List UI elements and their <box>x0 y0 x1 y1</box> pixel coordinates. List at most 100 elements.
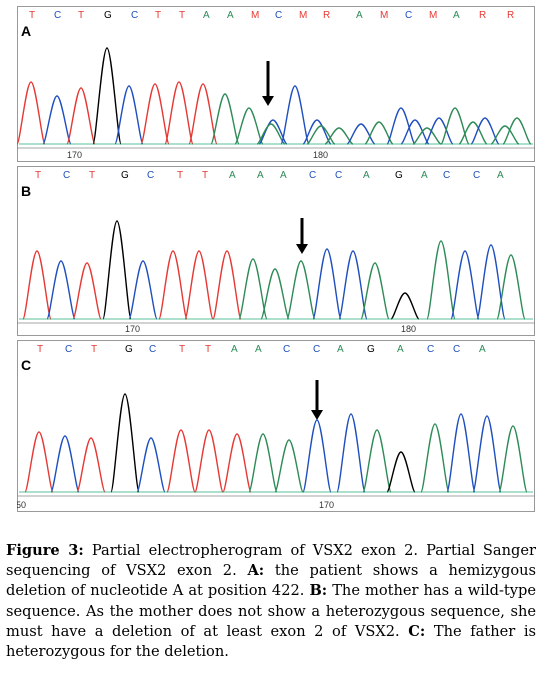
base-call: A <box>363 170 370 181</box>
arrow-icon <box>296 218 308 254</box>
base-call: C <box>275 10 282 21</box>
trace-peak <box>66 87 96 145</box>
base-call: T <box>155 10 161 21</box>
base-call: A <box>453 10 460 21</box>
base-call: G <box>104 10 112 21</box>
base-call: C <box>149 344 156 355</box>
caption-c-label: C: <box>408 622 426 640</box>
position-label: 180 <box>401 324 416 334</box>
trace-peak <box>158 250 188 320</box>
trace-peak <box>496 254 526 320</box>
base-call: C <box>313 344 320 355</box>
trace-peak <box>128 260 158 320</box>
trace-peak <box>92 47 122 145</box>
trace-peak <box>286 260 316 320</box>
trace-peak <box>194 429 224 493</box>
base-call: C <box>453 344 460 355</box>
trace-peak <box>338 250 368 320</box>
trace-peak <box>360 262 390 320</box>
base-call: C <box>427 344 434 355</box>
base-call: C <box>335 170 342 181</box>
base-call: T <box>177 170 183 181</box>
base-call: A <box>255 344 262 355</box>
base-call: A <box>231 344 238 355</box>
trace-peak <box>302 419 332 493</box>
trace-peak <box>450 250 480 320</box>
base-call: C <box>147 170 154 181</box>
trace-peak <box>346 123 376 145</box>
base-call: G <box>395 170 403 181</box>
base-call: M <box>429 10 437 21</box>
trace-peak <box>164 81 194 145</box>
trace-peak <box>312 248 342 320</box>
base-call: T <box>37 344 43 355</box>
caption-a-label: A: <box>247 562 265 580</box>
arrow-icon <box>262 61 274 106</box>
trace-peak <box>412 127 442 145</box>
trace-peak <box>426 240 456 320</box>
trace-peak <box>336 413 366 493</box>
caption-text: Partial electropherogram of VSX2 exon 2.… <box>6 542 536 580</box>
electropherogram-panel-b: T C T G C T T A A A C C A G A C C A B 170 180 <box>17 166 535 336</box>
trace-peak <box>362 429 392 493</box>
base-call: A <box>280 170 287 181</box>
trace-peak <box>50 435 80 493</box>
trace-peak <box>76 437 106 493</box>
trace-peak <box>280 85 310 145</box>
panel-label: A <box>21 23 31 39</box>
base-call: G <box>125 344 133 355</box>
caption-b-label: B: <box>309 582 328 600</box>
trace-peak <box>302 119 332 145</box>
caption-b-text: The mother has a wild-type sequence. As … <box>6 582 536 640</box>
base-call: C <box>309 170 316 181</box>
base-call: A <box>229 170 236 181</box>
base-call: C <box>54 10 61 21</box>
base-call: C <box>63 170 70 181</box>
trace-peak <box>42 95 72 145</box>
base-call: A <box>257 170 264 181</box>
position-label: 180 <box>313 150 328 160</box>
base-call: A <box>227 10 234 21</box>
base-call: T <box>179 344 185 355</box>
caption-a-text: the patient shows a hemizygous deletion … <box>6 562 536 600</box>
trace-peak <box>136 437 166 493</box>
trace-peak <box>72 262 102 320</box>
trace-peak <box>234 107 264 145</box>
trace-peak <box>420 423 450 493</box>
figure-caption: Figure 3: Partial electropherogram of VS… <box>6 541 536 662</box>
trace-peak <box>306 125 336 145</box>
base-call: A <box>479 344 486 355</box>
trace-peak <box>274 439 304 493</box>
base-call: A <box>203 10 210 21</box>
trace-peak <box>140 83 170 145</box>
trace-peak <box>386 107 416 145</box>
base-call: C <box>65 344 72 355</box>
base-call: A <box>497 170 504 181</box>
trace-peak <box>498 425 528 493</box>
base-call: T <box>91 344 97 355</box>
trace-peak <box>222 433 252 493</box>
trace-peak <box>476 244 506 320</box>
position-label: 170 <box>125 324 140 334</box>
position-label: 170 <box>67 150 82 160</box>
base-call: C <box>283 344 290 355</box>
base-call: C <box>443 170 450 181</box>
panel-label: B <box>21 183 31 199</box>
trace-svg-b: T C T G C T T A A A C C A G A C C A B 170 180 <box>17 166 535 336</box>
base-call: M <box>251 10 259 21</box>
trace-peak <box>400 119 430 145</box>
base-call: M <box>299 10 307 21</box>
trace-peak <box>446 413 476 493</box>
trace-peak <box>424 117 454 145</box>
trace-peak <box>22 250 52 320</box>
trace-peak <box>188 83 218 145</box>
base-call: T <box>89 170 95 181</box>
base-call: T <box>35 170 41 181</box>
trace-peak <box>490 125 520 145</box>
trace-peak <box>210 93 240 145</box>
trace-peak <box>24 431 54 493</box>
base-call: C <box>473 170 480 181</box>
base-call: M <box>380 10 388 21</box>
